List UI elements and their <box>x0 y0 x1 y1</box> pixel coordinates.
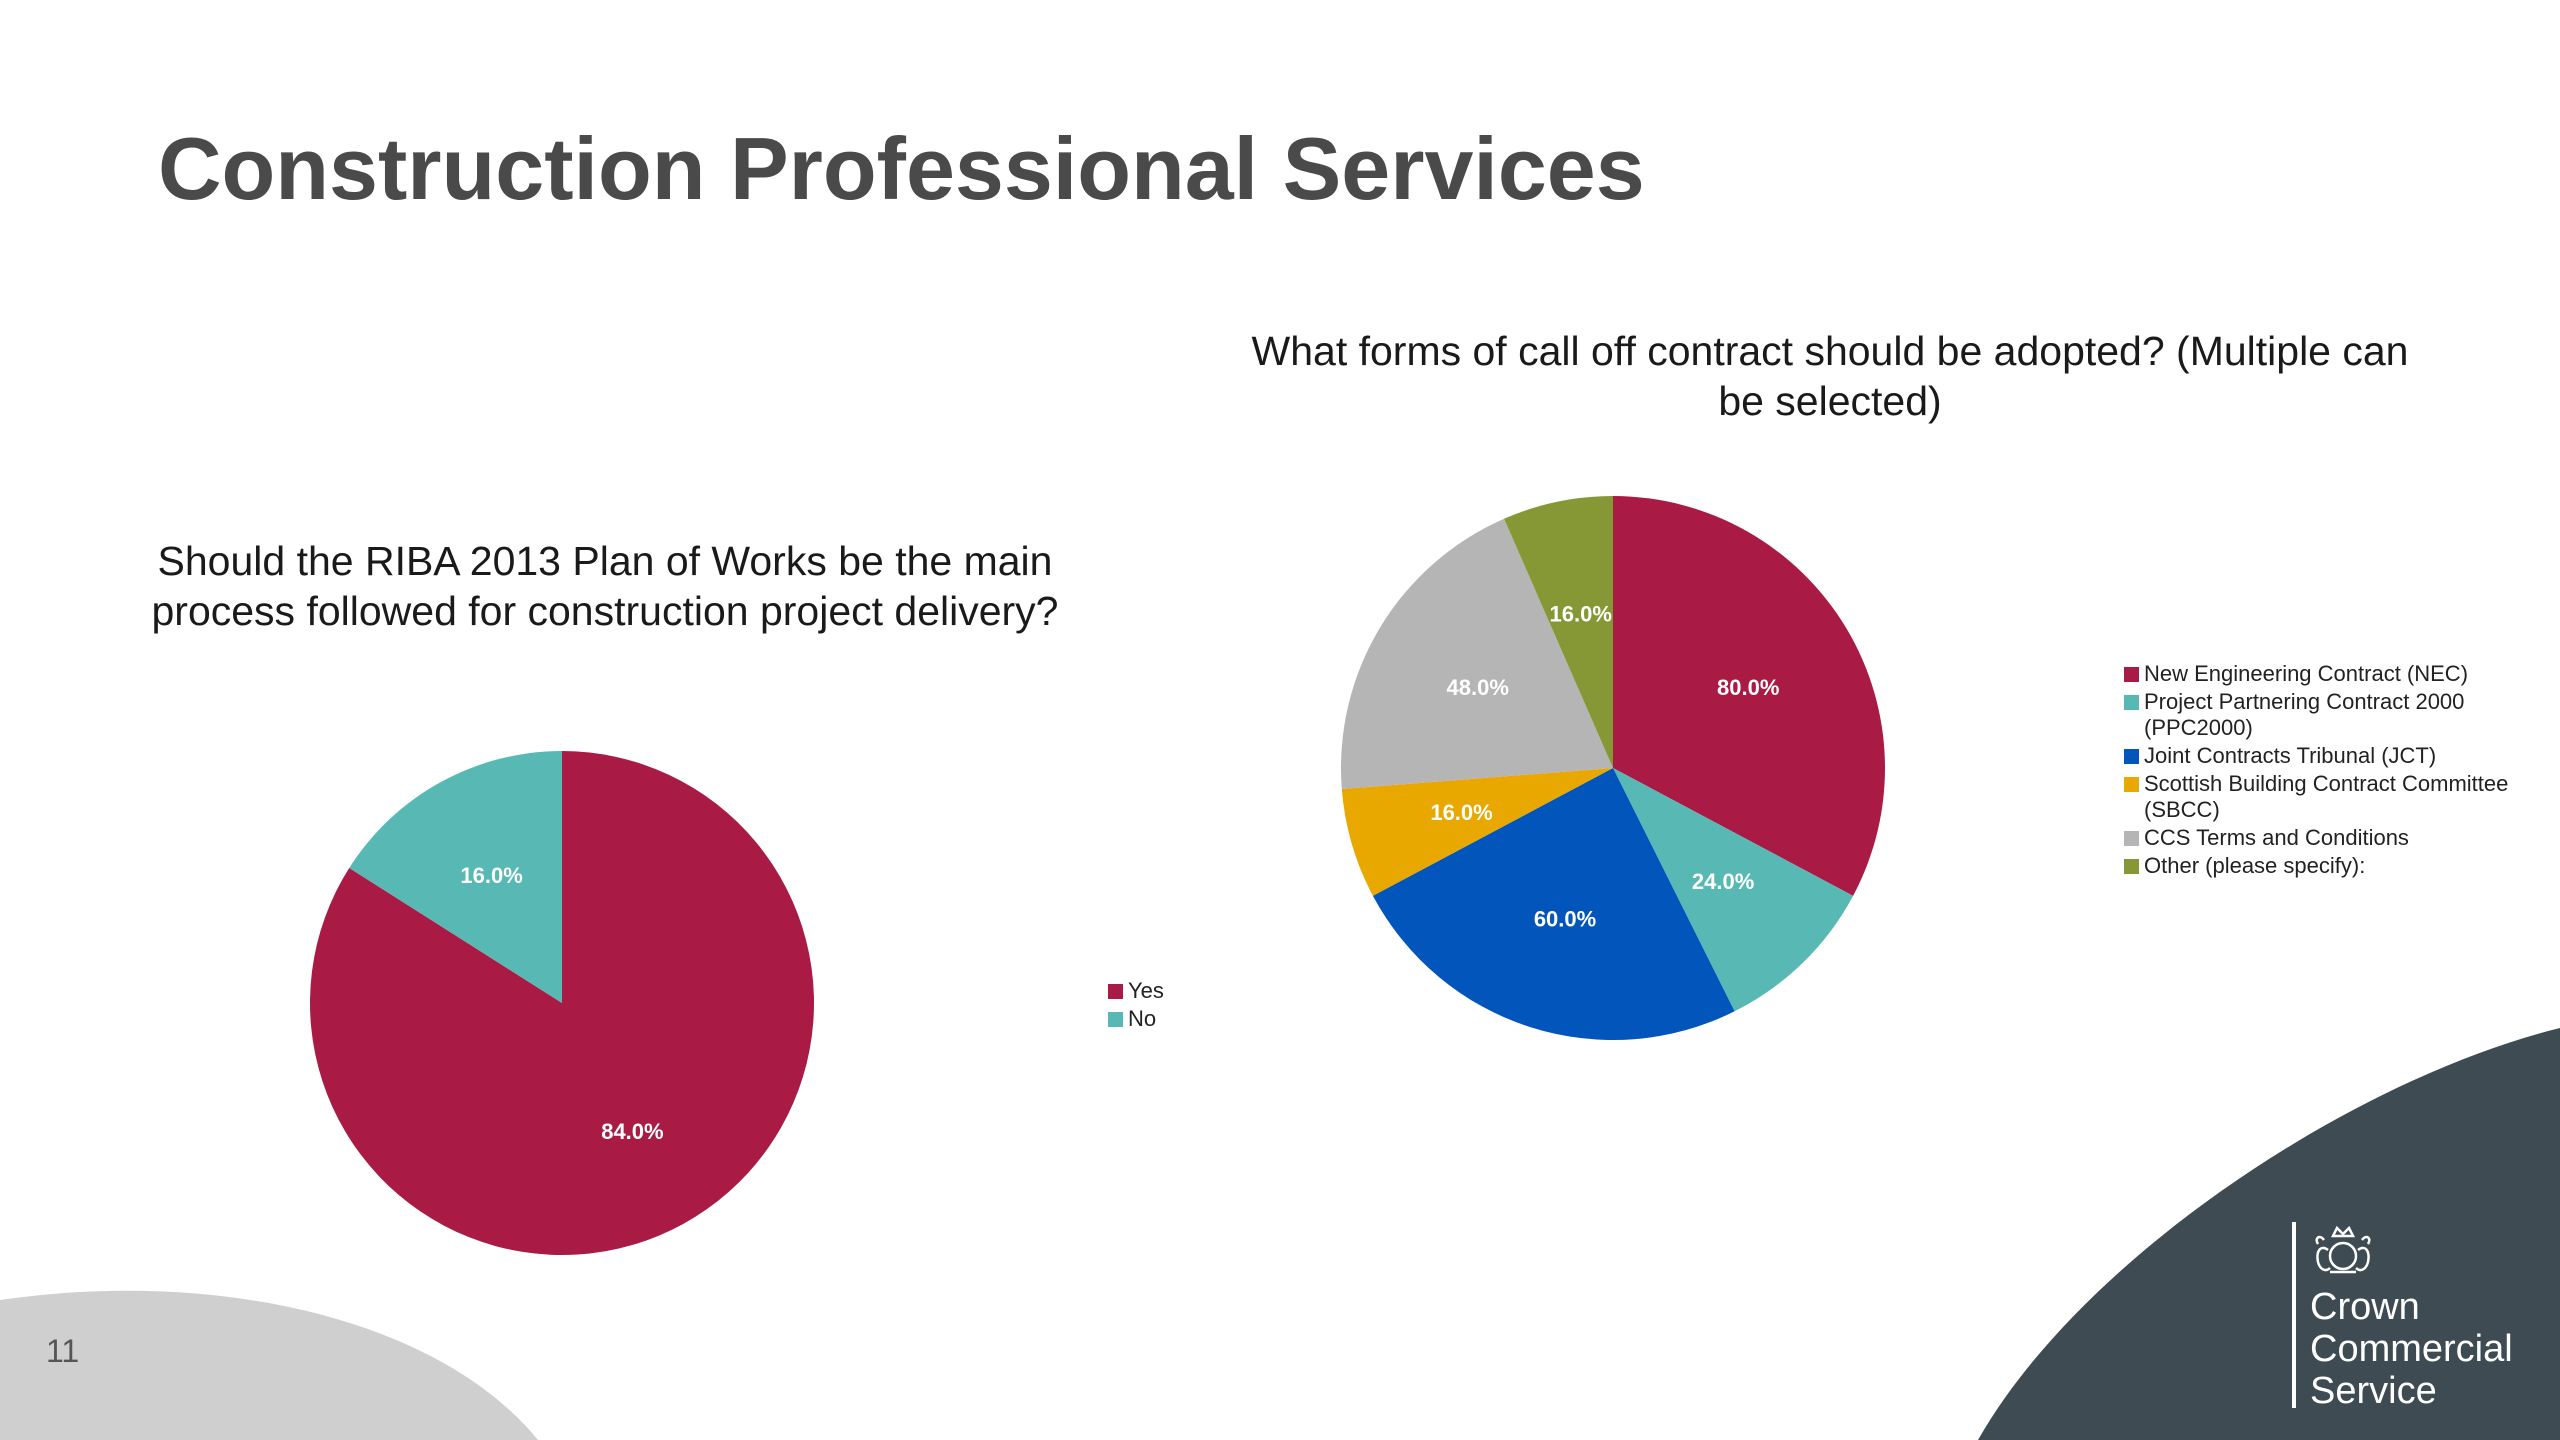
brand-name: Crown Commercial Service <box>2310 1286 2513 1412</box>
legend-item-1-2: No <box>1108 1006 1308 1032</box>
pie-slice-2-4 <box>1341 768 1613 896</box>
legend-label: Project Partnering Contract 2000 (PPC200… <box>2144 689 2465 740</box>
legend-swatch <box>2124 831 2139 846</box>
brand-divider <box>2292 1222 2296 1408</box>
legend-swatch <box>2124 695 2139 710</box>
pie-label-1-1: 84.0% <box>601 1119 663 1144</box>
legend-swatch <box>2124 777 2139 792</box>
legend-label: Scottish Building Contract Committee (SB… <box>2144 771 2509 822</box>
brand-line-3: Service <box>2310 1370 2437 1412</box>
brand-line-2: Commercial <box>2310 1328 2513 1370</box>
legend-item-2-4: Scottish Building Contract Committee (SB… <box>2124 771 2544 823</box>
legend-label: Yes <box>1128 978 1164 1003</box>
pie-slice-2-3 <box>1372 768 1735 1040</box>
page-title: Construction Professional Services <box>158 119 1645 218</box>
legend-item-2-5: CCS Terms and Conditions <box>2124 825 2544 851</box>
legend-label: New Engineering Contract (NEC) <box>2144 661 2469 686</box>
legend-label: Joint Contracts Tribunal (JCT) <box>2144 743 2437 768</box>
legend-label: No <box>1128 1006 1157 1031</box>
chart2-title: What forms of call off contract should b… <box>1251 328 2409 424</box>
pie-label-2-2: 24.0% <box>1692 869 1754 894</box>
pie-slice-1-2 <box>349 751 562 1003</box>
pie-label-1-2: 16.0% <box>460 863 522 888</box>
page-number: 11 <box>46 1333 80 1369</box>
pie-slice-2-1 <box>1613 496 1886 896</box>
chart2-legend: New Engineering Contract (NEC) Project Pa… <box>2124 661 2544 881</box>
pie-label-2-1: 80.0% <box>1717 675 1779 700</box>
legend-item-1-1: Yes <box>1108 978 1308 1004</box>
pie-label-2-3: 60.0% <box>1534 906 1596 931</box>
legend-item-2-1: New Engineering Contract (NEC) <box>2124 661 2544 687</box>
legend-item-2-6: Other (please specify): <box>2124 853 2544 879</box>
pie-slice-2-6 <box>1504 496 1613 768</box>
legend-swatch <box>2124 859 2139 874</box>
pie-label-2-6: 16.0% <box>1550 602 1612 627</box>
legend-swatch <box>1108 984 1123 999</box>
legend-item-2-3: Joint Contracts Tribunal (JCT) <box>2124 743 2544 769</box>
chart1-legend: Yes No <box>1108 978 1308 1034</box>
pie-label-2-4: 16.0% <box>1430 800 1492 825</box>
pie-slice-1-1 <box>309 751 814 1255</box>
pie-slice-2-2 <box>1613 768 1854 1012</box>
chart1-title: Should the RIBA 2013 Plan of Works be th… <box>151 538 1059 634</box>
legend-label: CCS Terms and Conditions <box>2144 825 2409 850</box>
bottom-left-arc-shape <box>0 1290 538 1440</box>
legend-label: Other (please specify): <box>2144 853 2366 878</box>
pie-slice-2-5 <box>1341 518 1613 789</box>
legend-swatch <box>2124 749 2139 764</box>
pie-label-2-5: 48.0% <box>1447 675 1509 700</box>
royal-crest-icon <box>2315 1225 2371 1274</box>
legend-swatch <box>2124 667 2139 682</box>
legend-item-2-2: Project Partnering Contract 2000 (PPC200… <box>2124 689 2544 741</box>
bottom-right-arc-shape <box>1978 1028 2560 1440</box>
brand-line-1: Crown <box>2310 1286 2420 1328</box>
legend-swatch <box>1108 1012 1123 1027</box>
